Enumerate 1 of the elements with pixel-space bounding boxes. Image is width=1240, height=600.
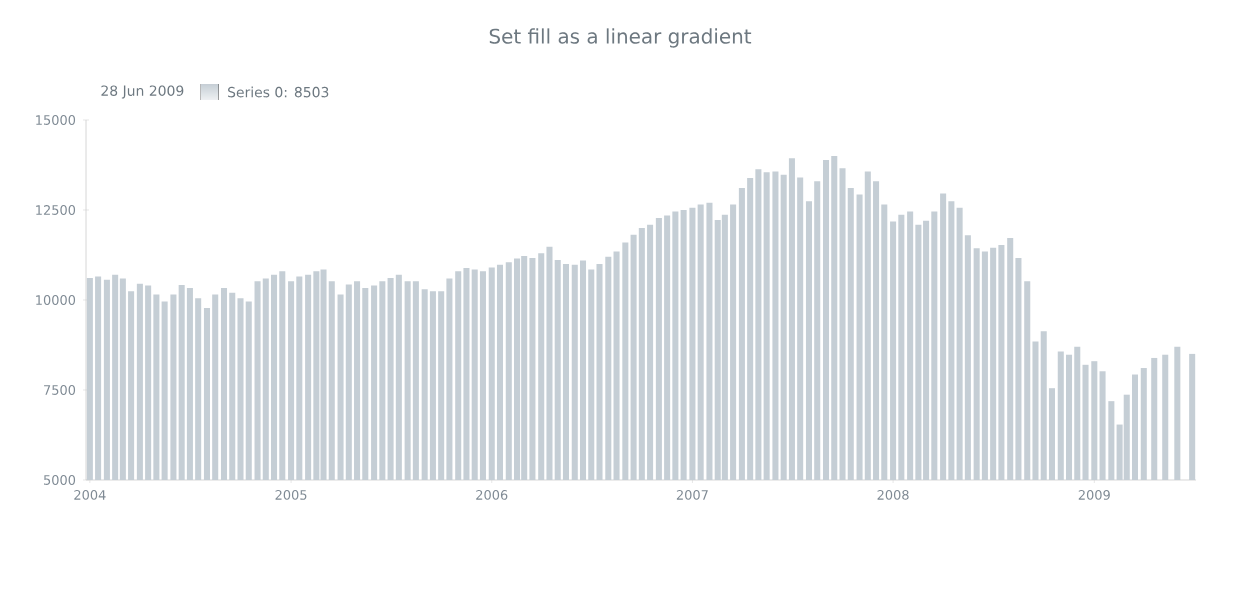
chart-title: Set fill as a linear gradient: [489, 28, 752, 48]
